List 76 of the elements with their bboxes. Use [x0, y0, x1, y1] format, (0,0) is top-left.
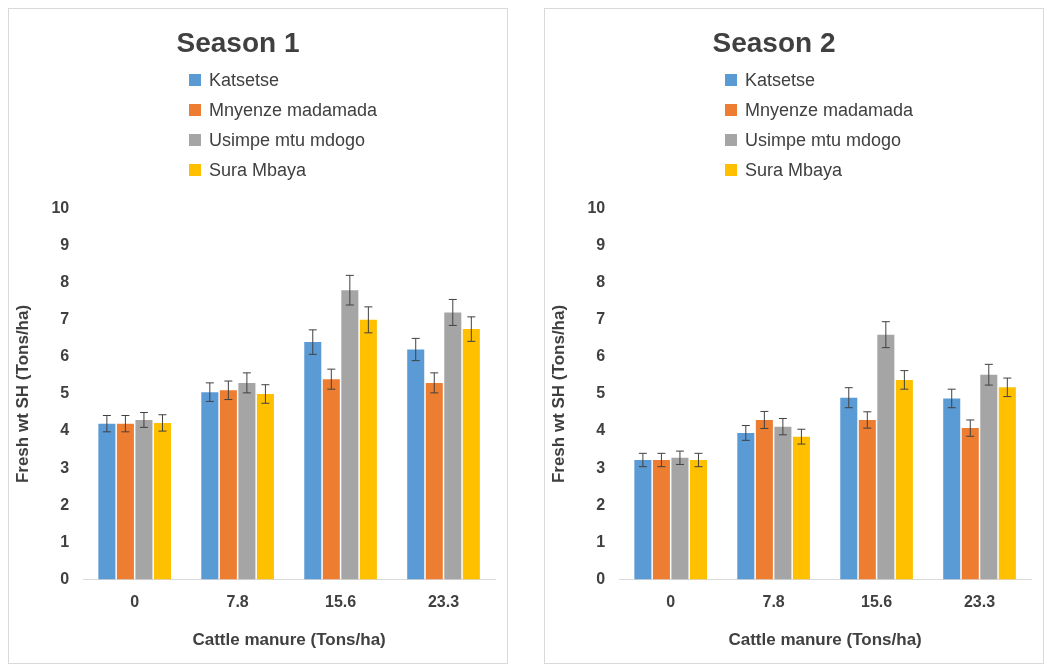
- bar: [135, 419, 153, 580]
- bar: [304, 342, 322, 580]
- bar: [238, 382, 256, 580]
- bar: [322, 379, 340, 580]
- x-tick-label: 7.8: [762, 593, 785, 611]
- chart-title: Season 2: [711, 27, 837, 59]
- bar: [980, 374, 998, 580]
- y-tick-label: 9: [60, 236, 70, 254]
- bar: [755, 419, 773, 580]
- bar: [943, 398, 961, 580]
- bar: [219, 390, 237, 580]
- x-tick-label: 15.6: [861, 593, 893, 611]
- bar: [341, 290, 359, 580]
- y-tick-label: 2: [60, 495, 70, 513]
- chart-title: Season 1: [175, 27, 301, 59]
- y-tick-label: 3: [596, 458, 606, 476]
- y-tick-label: 1: [596, 532, 606, 550]
- y-tick-label: 6: [596, 347, 606, 365]
- bar: [689, 460, 707, 580]
- legend-label: Katsetse: [209, 69, 280, 91]
- y-tick-label: 3: [60, 458, 70, 476]
- y-tick-label: 10: [587, 199, 606, 217]
- x-tick-label: 7.8: [226, 593, 249, 611]
- legend-label: Mnyenze madamada: [209, 99, 378, 121]
- y-tick-label: 1: [60, 532, 70, 550]
- bar: [359, 319, 377, 580]
- legend-label: Sura Mbaya: [209, 159, 307, 181]
- x-tick-label: 15.6: [325, 593, 357, 611]
- x-tick-label: 0: [130, 593, 140, 611]
- bar: [840, 397, 858, 580]
- y-tick-label: 5: [596, 384, 606, 402]
- x-tick-label: 23.3: [963, 593, 996, 611]
- bar: [634, 460, 652, 580]
- bar: [444, 312, 462, 580]
- bar: [737, 432, 755, 580]
- bar: [792, 436, 810, 580]
- y-tick-label: 7: [596, 310, 606, 328]
- bar: [998, 387, 1016, 580]
- y-tick-label: 0: [596, 569, 606, 587]
- y-axis-title: Fresh wt SH (Tons/ha): [12, 304, 32, 484]
- bar: [201, 392, 219, 580]
- y-axis-title: Fresh wt SH (Tons/ha): [548, 304, 568, 484]
- y-tick-label: 5: [60, 384, 70, 402]
- y-tick-label: 4: [596, 421, 606, 439]
- y-tick-label: 6: [60, 347, 70, 365]
- legend-label: Mnyenze madamada: [745, 99, 914, 121]
- bar: [407, 349, 425, 580]
- bar: [98, 423, 116, 580]
- bar: [462, 329, 480, 580]
- bar: [961, 428, 979, 580]
- bar: [652, 460, 670, 580]
- y-tick-label: 4: [60, 421, 70, 439]
- y-tick-label: 0: [60, 569, 70, 587]
- y-tick-label: 9: [596, 236, 606, 254]
- legend-label: Sura Mbaya: [745, 159, 843, 181]
- bar: [153, 422, 171, 580]
- x-tick-label: 23.3: [427, 593, 460, 611]
- bar: [256, 394, 274, 580]
- y-tick-label: 7: [60, 310, 70, 328]
- y-tick-label: 8: [60, 273, 70, 291]
- x-axis-title: Cattle manure (Tons/ha): [728, 630, 922, 650]
- bar: [116, 423, 134, 580]
- x-tick-label: 0: [666, 593, 676, 611]
- y-tick-label: 2: [596, 495, 606, 513]
- bar: [858, 419, 876, 580]
- bar: [425, 382, 443, 580]
- legend-label: Usimpe mtu mdogo: [209, 129, 366, 151]
- bar: [671, 457, 689, 580]
- legend-label: Usimpe mtu mdogo: [745, 129, 902, 151]
- x-axis-title: Cattle manure (Tons/ha): [192, 630, 386, 650]
- y-tick-label: 10: [51, 199, 70, 217]
- legend-label: Katsetse: [745, 69, 816, 91]
- bar: [877, 334, 895, 580]
- bar: [774, 426, 792, 580]
- y-tick-label: 8: [596, 273, 606, 291]
- bar: [895, 379, 913, 580]
